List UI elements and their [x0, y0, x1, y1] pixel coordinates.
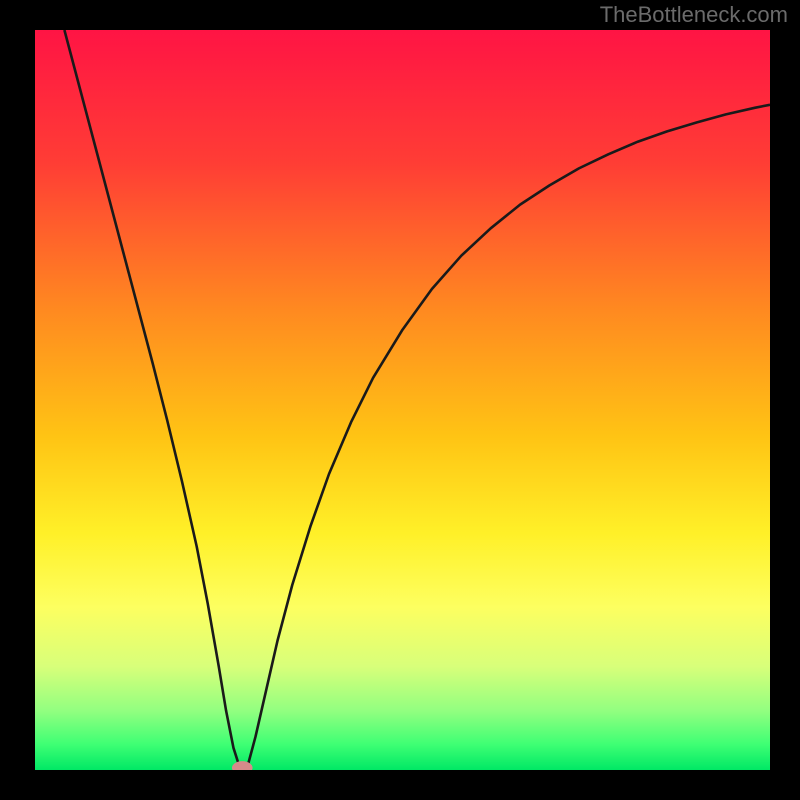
watermark-text: TheBottleneck.com	[600, 2, 788, 28]
bottleneck-chart	[35, 30, 770, 770]
chart-container: { "watermark": { "text": "TheBottleneck.…	[0, 0, 800, 800]
gradient-background	[35, 30, 770, 770]
